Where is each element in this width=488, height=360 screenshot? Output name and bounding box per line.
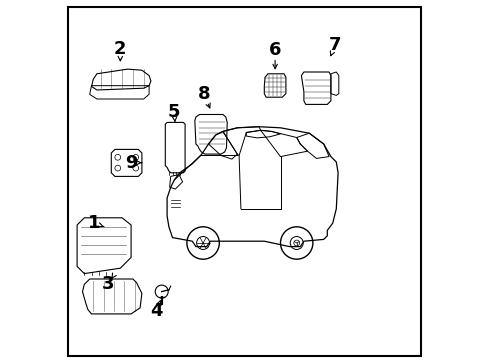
Text: 4: 4: [150, 302, 162, 320]
Text: 3: 3: [101, 275, 114, 293]
Circle shape: [293, 240, 299, 246]
Text: 5: 5: [168, 103, 180, 121]
Text: 1: 1: [87, 214, 100, 232]
Text: 7: 7: [328, 36, 341, 54]
Text: 6: 6: [268, 41, 281, 59]
Text: 9: 9: [124, 154, 137, 172]
Text: 2: 2: [114, 40, 126, 58]
Text: 8: 8: [198, 85, 210, 103]
